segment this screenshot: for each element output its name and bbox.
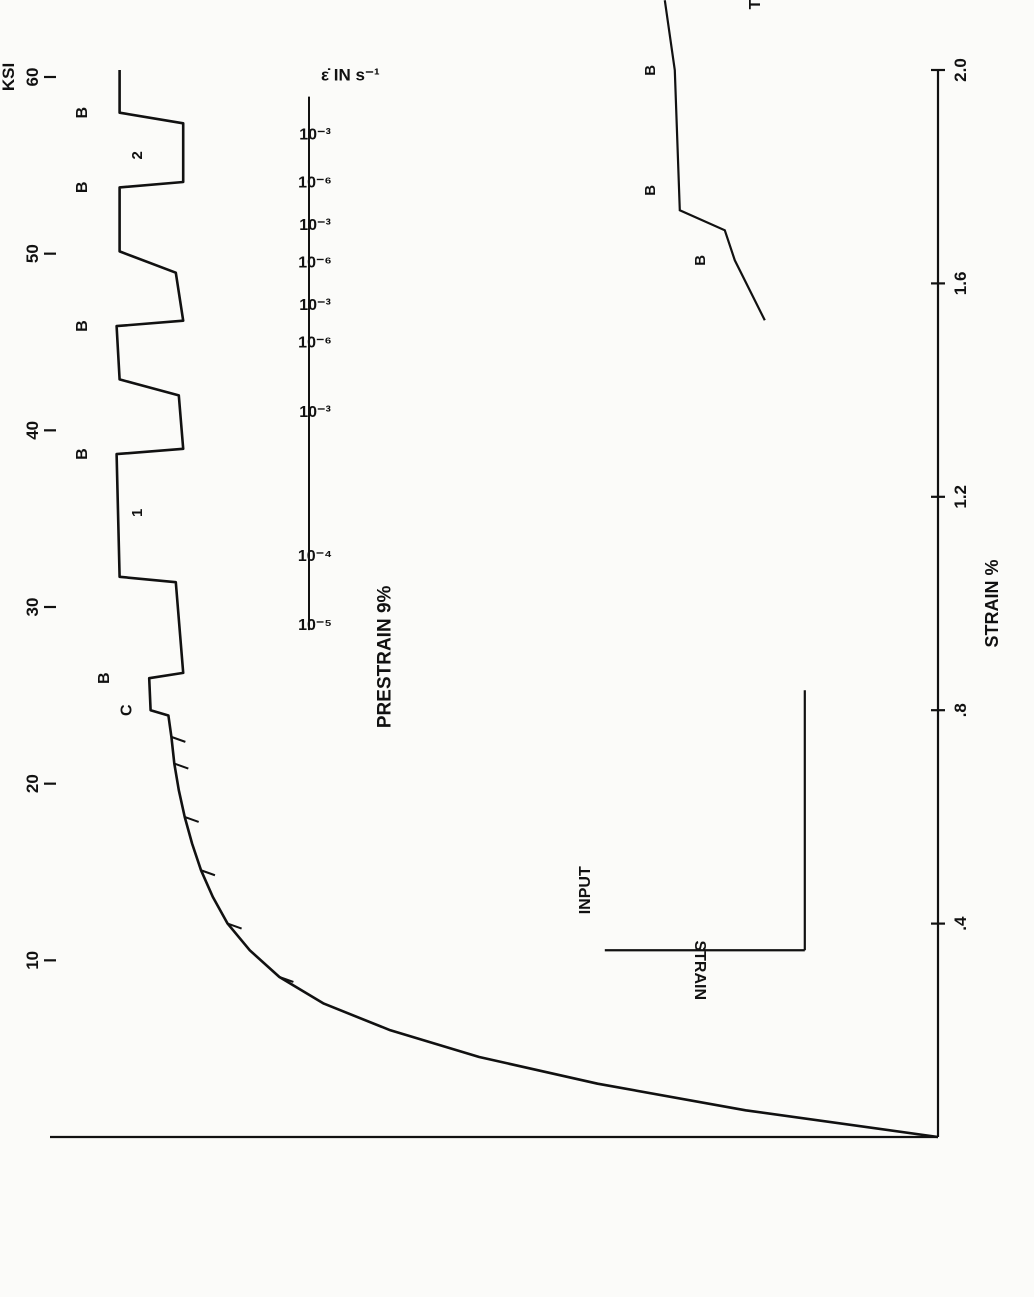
marker-b: B (74, 448, 91, 460)
inset-marker-b: B (642, 65, 659, 76)
rate-label: 10⁻⁶ (298, 254, 332, 271)
x-axis-label: STRAIN % (982, 559, 1002, 647)
marker-1: 1 (129, 509, 146, 517)
x-tick-label: .4 (951, 916, 970, 931)
inset-marker-b: B (642, 185, 659, 196)
rate-label: 10⁻⁵ (298, 617, 332, 634)
rate-label: 10⁻³ (299, 404, 331, 421)
rate-label: 10⁻³ (299, 217, 331, 234)
marker-c: C (118, 704, 135, 716)
ksi-tick-label: 40 (23, 421, 42, 440)
relaxation-mark (200, 869, 216, 877)
marker-b: B (74, 320, 91, 332)
inset-time-label: TIME (747, 0, 764, 9)
relaxation-mark (173, 762, 189, 770)
chart-title: PRESTRAIN 9% (374, 585, 395, 728)
marker-2: 2 (129, 151, 146, 159)
rate-label: 10⁻³ (299, 126, 331, 143)
inset-input-label: INPUT (577, 866, 594, 914)
rate-label: 10⁻³ (299, 297, 331, 314)
inset-strain-label: STRAIN (691, 940, 708, 1000)
inset-marker-b: B (692, 255, 709, 266)
chart-marks (115, 70, 939, 1139)
relaxation-mark (227, 922, 242, 930)
x-tick-label: .8 (951, 703, 970, 717)
rate-label: 10⁻⁴ (298, 548, 332, 565)
rate-label: 10⁻⁶ (298, 334, 332, 351)
relaxation-mark (184, 815, 200, 823)
rate-label: 10⁻⁶ (298, 174, 332, 191)
marker-b: B (74, 107, 91, 119)
ksi-tick-label: 50 (23, 244, 42, 263)
axes: 102030405060KSI100200300400MPASTRESS.4.8… (0, 58, 1002, 1139)
rate-unit-label: ε̇ IN s⁻¹ (321, 66, 380, 85)
marker-b: B (74, 182, 91, 194)
ksi-tick-label: 20 (23, 774, 42, 793)
inset-strain-steps (663, 0, 766, 321)
relaxation-mark (171, 735, 186, 743)
plot-area: 102030405060KSI100200300400MPASTRESS.4.8… (0, 0, 1002, 1139)
marker-b: B (96, 672, 113, 684)
stress-strain-curve (115, 70, 939, 1139)
annotations: PRESTRAIN 9% 10⁻⁵ 10⁻⁴ 10⁻³ 10⁻⁶ 10⁻³ 10⁻⁶ 10⁻³… (74, 0, 806, 1000)
x-tick-label: 1.2 (951, 485, 970, 509)
ksi-tick-label: 30 (23, 598, 42, 617)
ksi-tick-label: 10 (23, 951, 42, 970)
ksi-unit-label: KSI (0, 63, 18, 91)
relaxation-mark (279, 976, 294, 983)
ksi-tick-label: 60 (23, 68, 42, 87)
x-tick-label: 1.6 (951, 272, 970, 296)
x-tick-label: 2.0 (951, 58, 970, 82)
